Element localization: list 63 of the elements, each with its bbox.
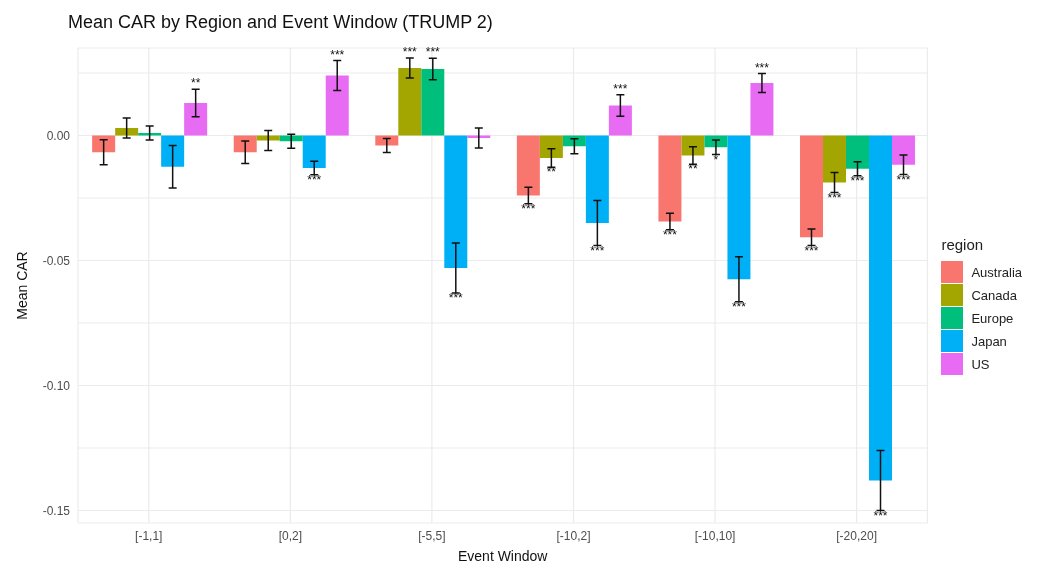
data-label: ***	[754, 60, 770, 75]
legend-label: Canada	[971, 287, 1017, 303]
legend-title: region	[941, 235, 985, 253]
bar	[92, 135, 116, 153]
bar	[302, 135, 326, 168]
data-label: ***	[662, 227, 678, 242]
bar	[800, 135, 824, 238]
bar	[750, 83, 774, 136]
data-label: ***	[330, 47, 345, 62]
bar	[161, 135, 185, 167]
y-tick-label: 0.00	[46, 128, 71, 143]
x-tick-label: [-1,1]	[135, 528, 163, 543]
x-tick-label: [-10,2]	[556, 528, 591, 543]
data-label: ***	[402, 45, 418, 59]
legend-label: US	[971, 356, 990, 372]
bar	[892, 135, 916, 165]
data-label: ***	[731, 299, 747, 314]
data-label: ***	[307, 172, 322, 187]
y-tick-label: -0.15	[42, 503, 71, 518]
bar	[115, 128, 139, 136]
x-tick-label: [-5,5]	[418, 528, 446, 543]
data-label: ***	[425, 45, 441, 60]
data-label: ***	[804, 243, 819, 258]
bar	[823, 135, 847, 183]
legend-label: Australia	[971, 264, 1022, 280]
bar	[585, 135, 609, 223]
bar	[608, 105, 632, 136]
data-label: ***	[590, 243, 605, 258]
bar	[516, 135, 540, 196]
x-tick-label: [-10,10]	[694, 528, 736, 543]
bar	[869, 135, 893, 481]
bar	[138, 133, 162, 136]
bar	[184, 103, 208, 136]
chart-title: Mean CAR by Region and Event Window (TRUMP 2)	[67, 11, 494, 34]
bar	[421, 69, 445, 136]
data-label: ***	[448, 291, 464, 305]
data-label: ***	[896, 172, 911, 187]
bar	[727, 135, 751, 280]
bar	[658, 135, 682, 222]
data-label: ***	[827, 190, 842, 205]
bar	[256, 135, 280, 141]
data-label: ***	[850, 173, 865, 188]
legend-label: Europe	[971, 310, 1014, 326]
data-label: *	[713, 152, 719, 167]
x-tick-label: [-20,20]	[836, 528, 877, 543]
y-tick-label: -0.05	[42, 253, 71, 268]
bar	[444, 135, 468, 268]
data-label: **	[190, 76, 201, 91]
y-tick-label: -0.10	[42, 378, 71, 393]
legend-label: Japan	[971, 333, 1007, 349]
bar	[846, 135, 870, 169]
bar	[233, 135, 257, 153]
bar	[375, 135, 399, 146]
data-label: ***	[613, 81, 628, 96]
bar	[539, 135, 563, 158]
bar	[681, 135, 705, 156]
x-tick-label: [0,2]	[278, 528, 303, 543]
y-axis-title: Mean CAR	[13, 251, 30, 320]
x-axis-title: Event Window	[457, 548, 549, 564]
bar	[325, 75, 349, 136]
data-label: ***	[873, 508, 888, 523]
bar	[398, 68, 422, 136]
data-label: ***	[521, 201, 536, 216]
